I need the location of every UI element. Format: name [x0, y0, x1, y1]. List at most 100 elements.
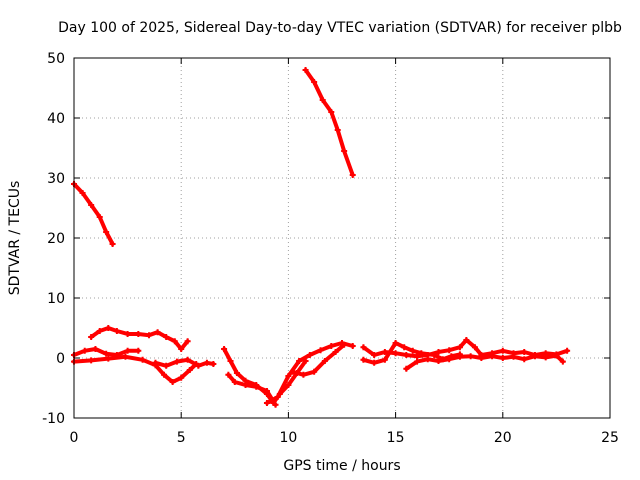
data-point — [233, 370, 240, 376]
data-point — [446, 347, 453, 354]
data-point — [321, 358, 328, 364]
data-point — [510, 353, 517, 360]
y-tick-label: -10 — [42, 411, 65, 427]
data-point — [163, 362, 170, 369]
data-point — [341, 341, 348, 348]
data-point — [418, 350, 425, 357]
series-arc-8 — [226, 372, 278, 407]
x-tick-label: 20 — [494, 430, 512, 446]
data-point — [161, 371, 168, 378]
data-point — [163, 334, 170, 340]
data-point — [300, 371, 307, 378]
series-arc-2 — [303, 68, 355, 177]
data-point — [414, 353, 421, 360]
data-point — [113, 328, 120, 334]
data-point — [210, 361, 217, 367]
data-point — [135, 347, 142, 354]
x-tick-label: 10 — [279, 430, 297, 446]
data-point — [341, 148, 348, 154]
data-point — [478, 355, 485, 361]
data-point — [203, 359, 210, 366]
y-tick-label: 50 — [47, 51, 65, 67]
data-point — [171, 338, 178, 345]
data-point — [467, 353, 474, 360]
data-point — [403, 365, 410, 372]
data-point — [103, 229, 110, 235]
data-point — [306, 352, 313, 358]
y-tick-label: 30 — [47, 171, 65, 187]
data-point — [81, 347, 88, 354]
x-axis-label: GPS time / hours — [283, 458, 400, 474]
data-point — [96, 328, 103, 334]
data-point — [296, 358, 303, 364]
data-point — [285, 382, 292, 388]
data-point — [360, 344, 367, 351]
data-point — [319, 97, 326, 103]
data-point — [122, 353, 129, 360]
data-point — [225, 371, 232, 378]
data-point — [381, 349, 388, 355]
data-point — [146, 332, 153, 339]
data-point — [381, 356, 388, 363]
y-axis-label: SDTVAR / TECUs — [7, 181, 23, 296]
x-tick-label: 15 — [387, 430, 405, 446]
data-point — [169, 379, 176, 385]
data-point — [79, 190, 86, 196]
data-point — [521, 356, 528, 363]
data-point — [184, 356, 191, 363]
series-layer — [71, 67, 571, 408]
data-point — [499, 347, 506, 354]
data-point — [542, 354, 549, 361]
data-point — [103, 350, 110, 357]
data-point — [195, 362, 202, 369]
data-point — [135, 331, 142, 337]
data-point — [371, 359, 378, 366]
data-point — [409, 347, 416, 354]
data-point — [371, 352, 378, 358]
data-point — [109, 241, 116, 247]
data-point — [360, 356, 367, 363]
data-point — [489, 353, 496, 360]
data-point — [272, 401, 279, 408]
data-point — [227, 358, 234, 364]
data-point — [124, 347, 131, 354]
data-point — [302, 67, 309, 73]
data-point — [559, 358, 566, 365]
data-point — [289, 368, 296, 375]
data-point — [456, 353, 463, 360]
data-point — [152, 359, 159, 366]
data-point — [349, 343, 356, 349]
y-tick-label: 10 — [47, 291, 65, 307]
data-point — [178, 346, 185, 352]
data-point — [431, 352, 438, 358]
data-point — [328, 343, 335, 349]
data-point — [311, 368, 318, 375]
data-point — [92, 346, 99, 352]
data-point — [231, 379, 238, 385]
data-point — [392, 340, 399, 346]
data-point — [105, 325, 112, 331]
series-arc-1 — [72, 182, 115, 246]
data-point — [186, 367, 193, 373]
grid-layer — [74, 58, 610, 418]
data-point — [96, 214, 103, 220]
data-point — [564, 347, 571, 354]
data-point — [446, 356, 453, 363]
data-point — [139, 356, 146, 363]
data-point — [88, 357, 95, 364]
data-point — [499, 355, 506, 361]
data-point — [456, 344, 463, 351]
data-point — [311, 79, 318, 85]
data-point — [285, 373, 292, 379]
data-point — [263, 388, 270, 394]
data-point — [521, 349, 528, 355]
data-point — [88, 334, 95, 340]
chart-title: Day 100 of 2025, Sidereal Day-to-day VTE… — [58, 20, 622, 36]
data-point — [401, 344, 408, 351]
data-point — [178, 374, 185, 381]
data-point — [414, 358, 421, 365]
data-point — [435, 358, 442, 364]
data-point — [173, 358, 180, 365]
data-point — [531, 353, 538, 360]
